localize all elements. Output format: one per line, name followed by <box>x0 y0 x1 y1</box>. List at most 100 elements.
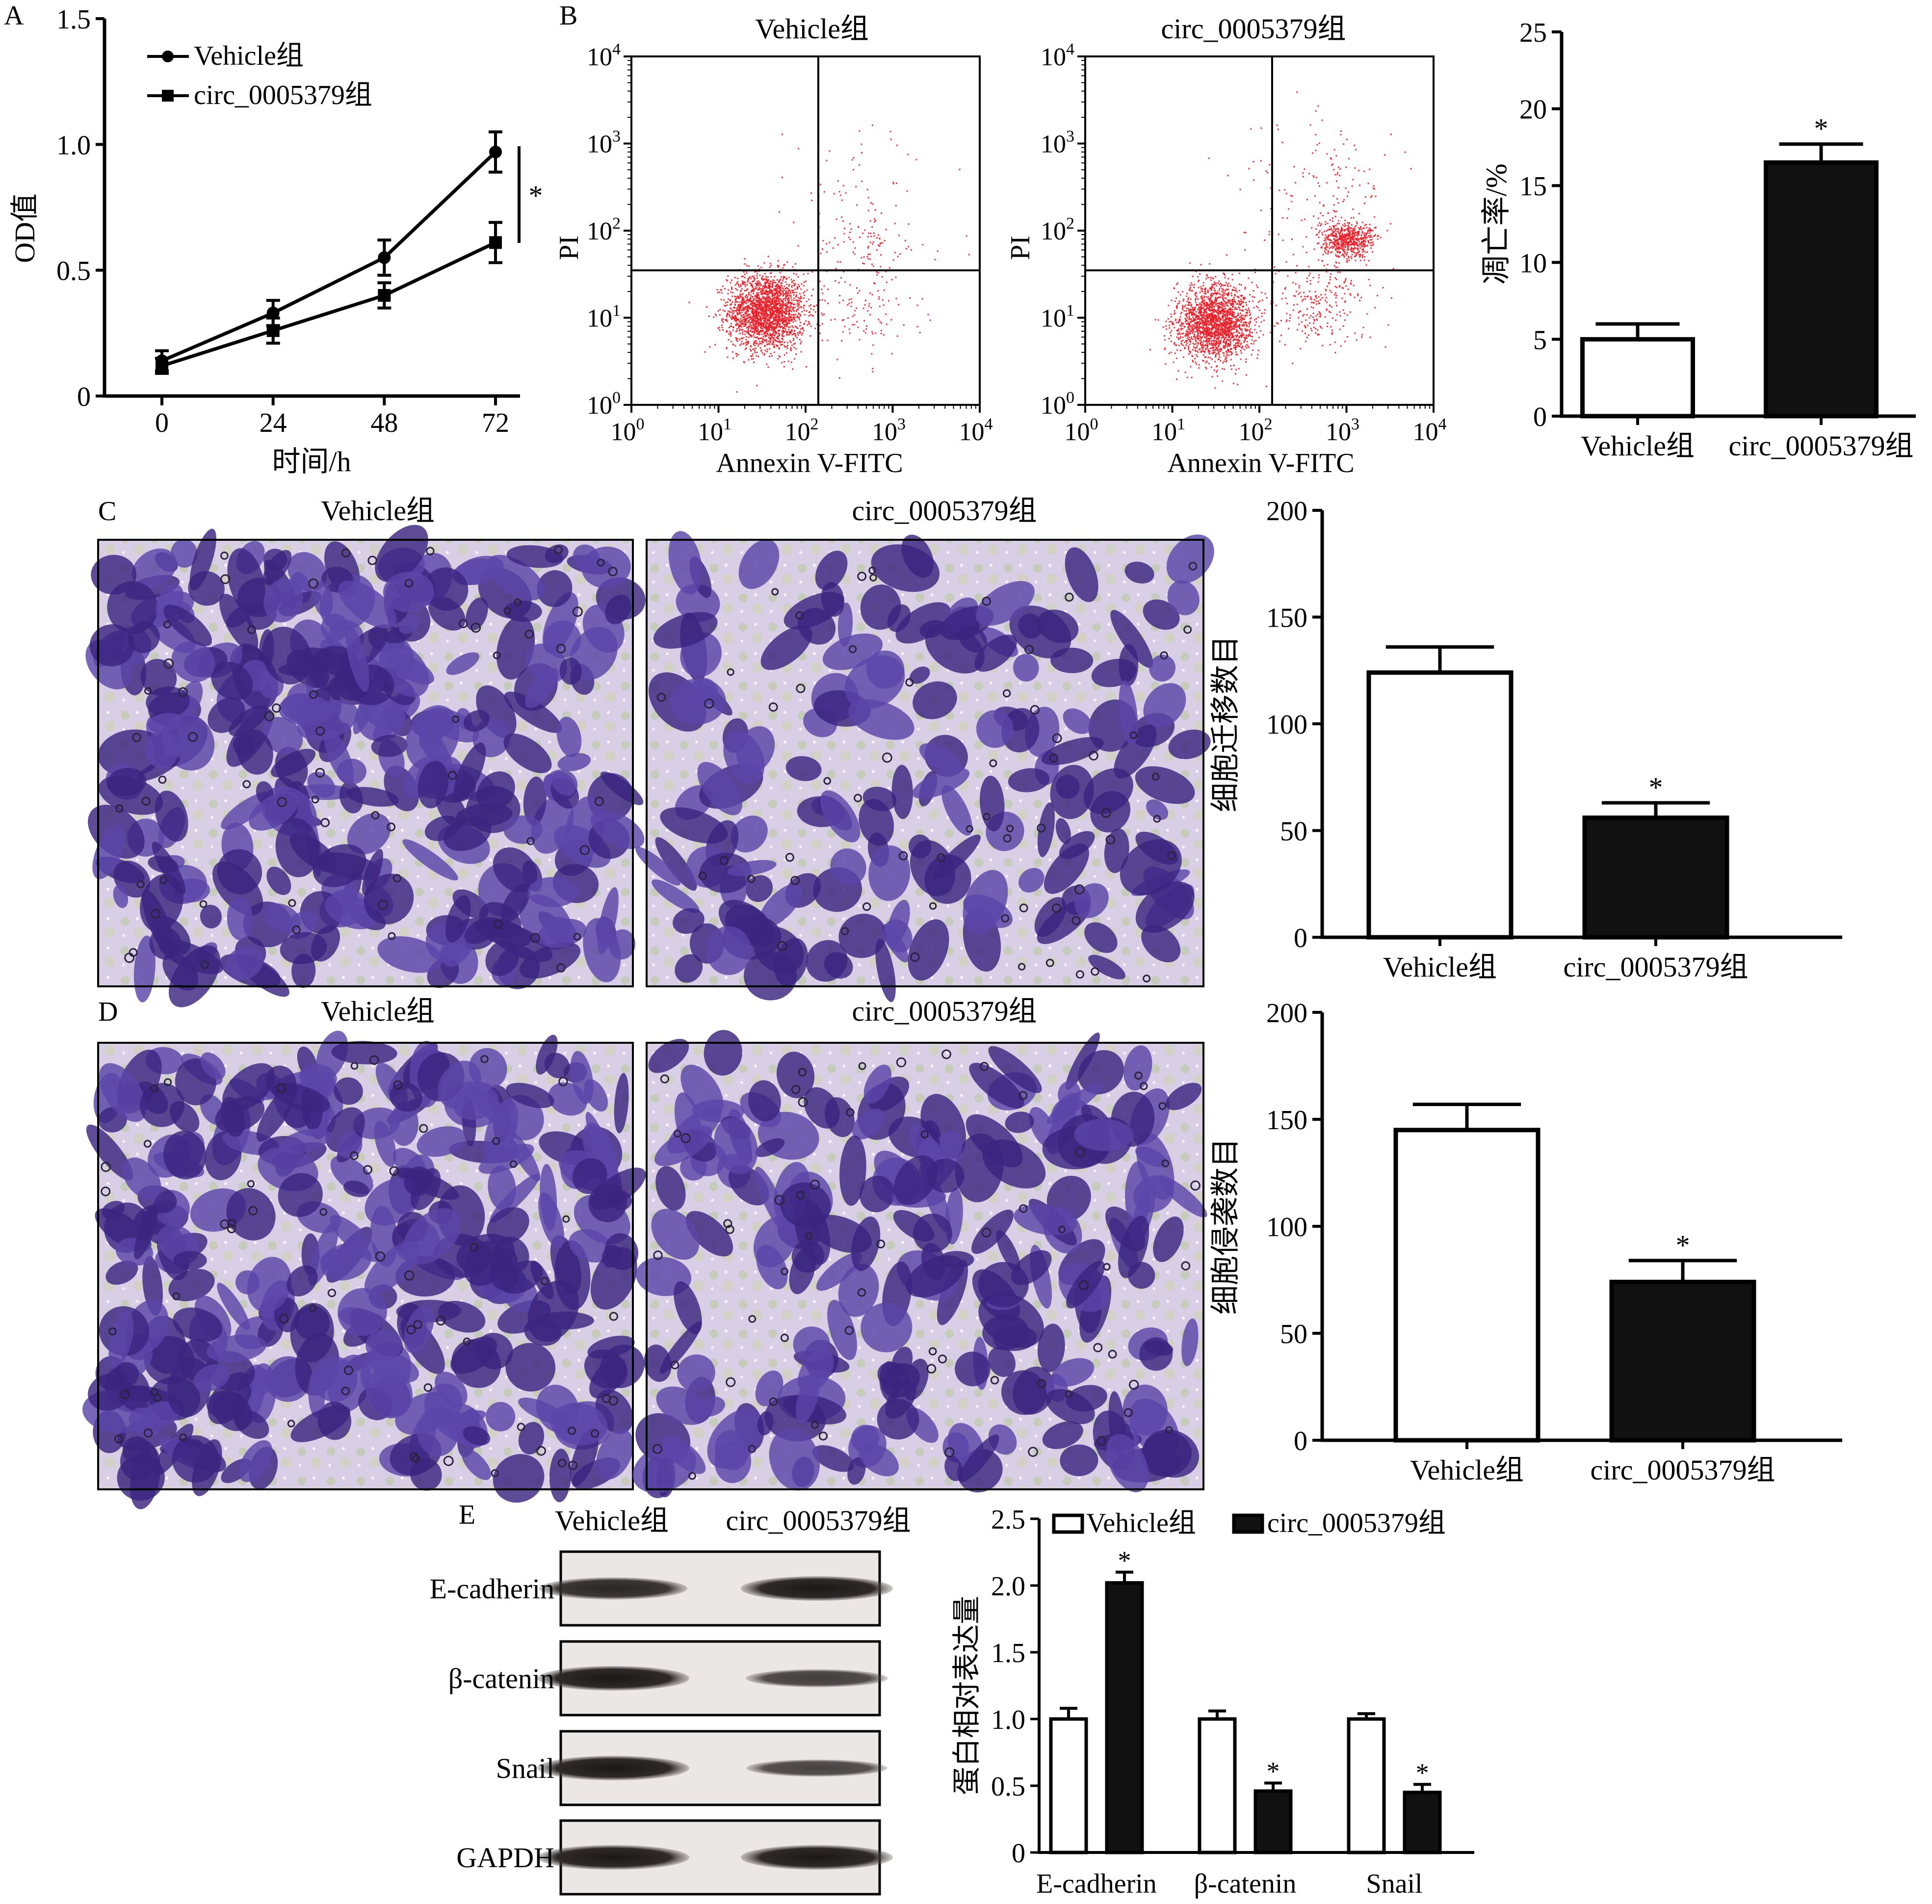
flow-plot-circ-dot <box>1213 347 1215 349</box>
flow-plot-circ-dot <box>1219 321 1221 323</box>
flow-plot-vehicle-dot <box>888 267 890 269</box>
flow-plot-circ-dot <box>1174 342 1175 344</box>
flow-plot-vehicle-dot <box>868 305 870 307</box>
flow-plot-circ-dot <box>1206 343 1208 344</box>
flow-plot-circ-dot <box>1217 345 1219 347</box>
flow-plot-vehicle-dot <box>762 325 764 327</box>
flow-plot-vehicle-dot <box>741 338 743 340</box>
flow-plot-vehicle-dot <box>764 283 766 285</box>
flow-plot-circ-dot <box>1188 289 1190 291</box>
flow-plot-circ-dot <box>1223 347 1225 349</box>
flow-plot-vehicle-dot <box>747 321 749 323</box>
flow-plot-vehicle-dot <box>775 308 777 310</box>
flow-plot-vehicle-dot <box>748 328 750 330</box>
flow-plot-circ-dot <box>1212 283 1214 285</box>
flow-plot-vehicle-dot <box>734 284 736 286</box>
chart-a-series <box>155 130 502 375</box>
flow-plot-circ-dot <box>1214 335 1216 337</box>
flow-plot-vehicle-dot <box>731 341 732 343</box>
flow-plot-circ-dot <box>1246 312 1248 314</box>
flow-plot-vehicle-dot <box>721 324 723 326</box>
flow-plot-circ-dot <box>1221 368 1223 370</box>
flow-plot-vehicle-dot <box>800 306 802 308</box>
flow-plot-vehicle-dot <box>749 314 751 316</box>
flow-plot-vehicle-dot <box>775 290 777 291</box>
flow-plot-circ-dot <box>1241 325 1243 327</box>
flow-plot-vehicle-dot <box>794 334 796 336</box>
flow-plot-circ-dot <box>1205 307 1207 309</box>
flow-plot-vehicle-dot <box>788 301 790 303</box>
flow-plot-circ-dot <box>1198 323 1200 325</box>
flow-plot-vehicle-dot <box>870 236 872 238</box>
flow-plot-vehicle-dot <box>784 317 786 319</box>
flow-plot-vehicle-dot <box>773 312 775 314</box>
flow-plot-circ-dot <box>1171 299 1173 301</box>
flow-plot-circ-dot <box>1210 336 1212 338</box>
flow-plot-vehicle-dot <box>774 299 776 301</box>
flow-plot-circ-dot <box>1216 303 1218 305</box>
flow-plot-vehicle-dot <box>789 326 791 328</box>
flow-plot-circ-dot <box>1222 309 1224 311</box>
flow-plot-circ-dot <box>1363 232 1365 234</box>
flow-plot-circ-dot <box>1245 358 1247 360</box>
flow-plot-vehicle-dot <box>872 243 874 245</box>
flow-plot-vehicle-dot <box>752 309 754 311</box>
flow-plot-vehicle-dot <box>756 297 758 299</box>
flow-plot-circ-dot <box>1226 331 1227 333</box>
flow-plot-vehicle-dot <box>769 290 771 291</box>
flow-plot-vehicle-dot <box>896 335 898 337</box>
flow-plot-circ-dot <box>1182 332 1184 334</box>
flow-plot-vehicle-dot <box>777 294 779 296</box>
flow-plot-circ-dot <box>1348 241 1350 243</box>
flow-plot-circ-dot <box>1200 304 1201 306</box>
flow-plot-vehicle-xlabel: Annexin V-FITC <box>716 448 903 478</box>
flow-plot-vehicle-dot <box>739 328 741 330</box>
flow-plot-circ-dot <box>1232 325 1234 327</box>
flow-plot-circ-dot <box>1246 315 1248 317</box>
flow-plot-circ-dot <box>1340 237 1342 238</box>
flow-plot-circ-dot <box>1200 296 1202 298</box>
flow-plot-vehicle-dot <box>872 368 874 370</box>
flow-plot-circ-dot <box>1262 334 1264 336</box>
flow-plot-circ-dot <box>1236 344 1238 346</box>
flow-plot-vehicle-dot <box>777 326 779 328</box>
flow-plot-vehicle-dot <box>778 265 780 267</box>
flow-plot-vehicle-dot <box>780 307 782 309</box>
flow-plot-circ-dot <box>1225 320 1227 322</box>
flow-plot-vehicle-dot <box>761 300 763 302</box>
flow-plot-circ-dot <box>1215 320 1217 322</box>
flow-plot-circ-dot <box>1230 353 1232 355</box>
flow-plot-vehicle-dot <box>803 330 805 332</box>
flow-plot-vehicle-dot <box>797 301 799 303</box>
flow-plot-vehicle-dot <box>891 353 893 355</box>
flow-plot-circ-dot <box>1211 321 1213 323</box>
flow-plot-vehicle-dot <box>781 318 783 320</box>
flow-plot-circ-dot <box>1231 368 1233 370</box>
flow-plot-vehicle-dot <box>788 333 790 335</box>
flow-plot-circ-dot <box>1352 248 1354 250</box>
flow-plot-vehicle-dot <box>786 301 788 303</box>
flow-plot-circ-dot <box>1313 248 1315 250</box>
flow-plot-circ-dot <box>1217 342 1219 344</box>
flow-plot-vehicle-dot <box>767 276 769 278</box>
flow-plot-vehicle-dot <box>867 236 869 238</box>
flow-plot-circ-dots <box>1149 91 1412 389</box>
flow-plot-circ-dot <box>1365 232 1367 234</box>
flow-plot-circ-dot <box>1210 279 1212 281</box>
flow-plot-circ-dot <box>1224 301 1226 303</box>
flow-plot-circ-dot <box>1197 309 1199 311</box>
flow-plot-circ-dot <box>1157 319 1159 321</box>
flow-plot-circ-dot <box>1347 244 1349 246</box>
flow-plot-circ-dot <box>1243 349 1245 351</box>
flow-plot-vehicle-dot <box>859 164 861 166</box>
flow-plot-circ-dot <box>1203 317 1205 319</box>
flow-plot-circ-dot <box>1210 306 1212 308</box>
flow-plot-circ-dot <box>1212 301 1214 303</box>
flow-plot-circ-dot <box>1174 310 1175 312</box>
flow-plot-vehicle-dot <box>732 357 734 359</box>
flow-plot-circ-dot <box>1325 249 1327 251</box>
flow-plot-circ-dot <box>1227 309 1229 311</box>
flow-plot-vehicle-xtick-label: 101 <box>698 415 731 446</box>
flow-plot-vehicle-dot <box>809 304 811 306</box>
flow-plot-circ-dot <box>1231 304 1233 306</box>
